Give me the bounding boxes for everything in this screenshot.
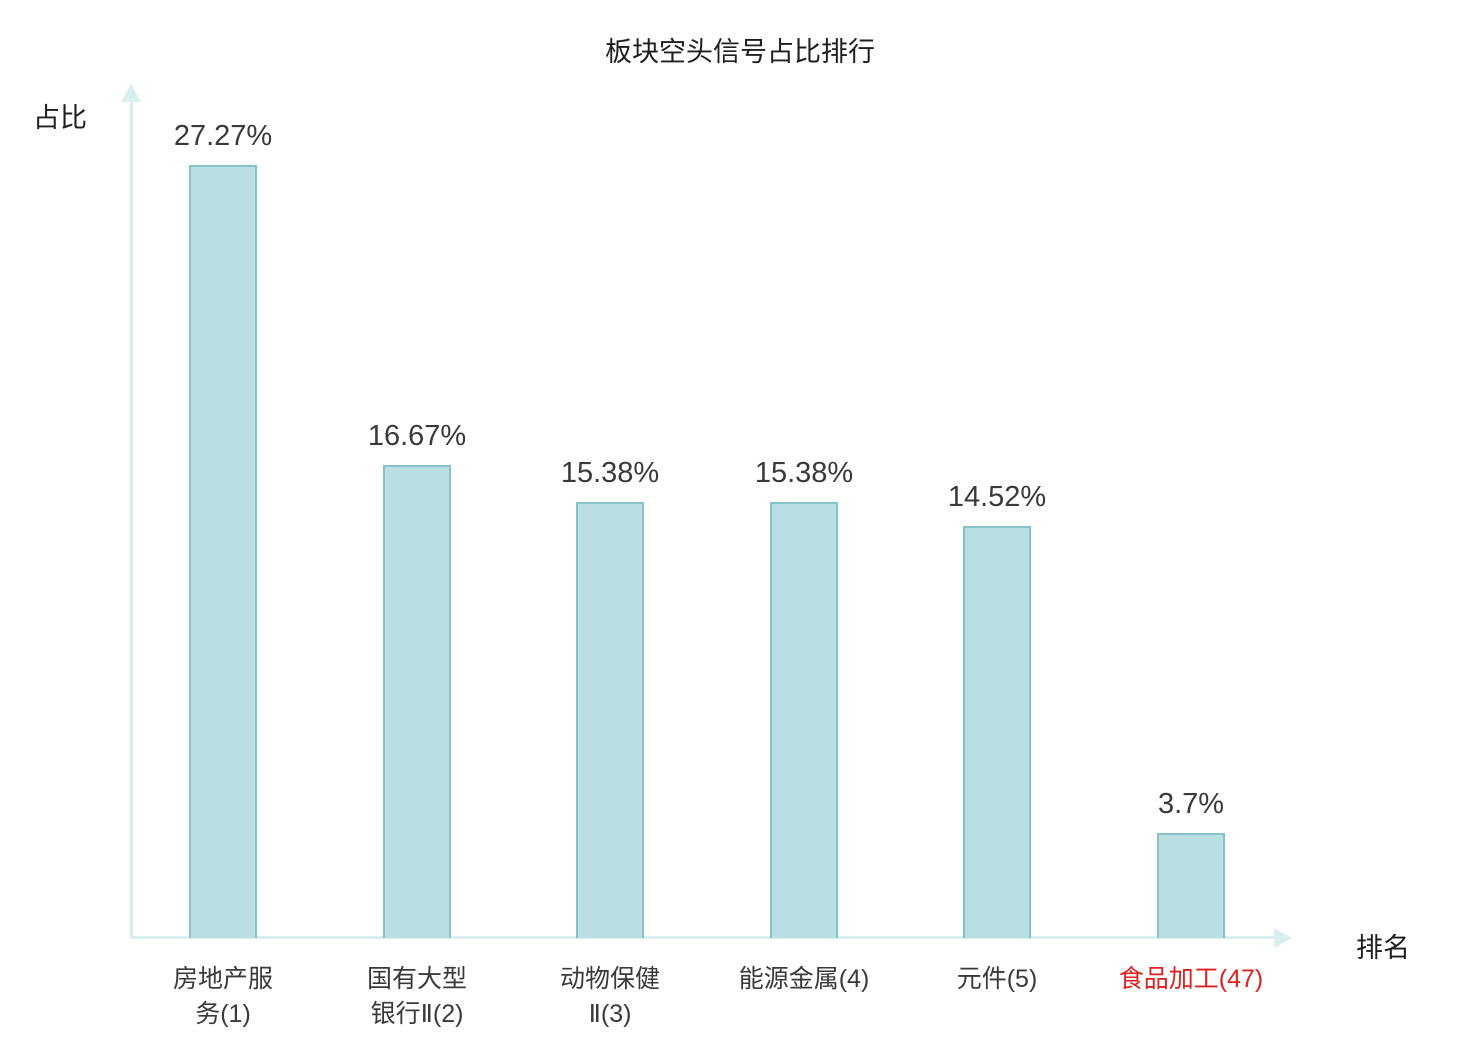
bar-value-label: 14.52%	[947, 481, 1047, 513]
bar-category-label: 国有大型 银行Ⅱ(2)	[366, 965, 468, 1028]
bar	[576, 502, 644, 938]
bar	[1157, 833, 1225, 938]
bar	[770, 502, 838, 938]
y-axis-arrow-icon	[121, 84, 141, 102]
y-axis-line	[130, 100, 133, 938]
bar-value-label: 27.27%	[173, 120, 273, 152]
x-axis-label: 排名	[1356, 933, 1410, 963]
bar-value-label: 16.67%	[367, 420, 467, 452]
bar-value-label: 15.38%	[754, 457, 854, 489]
bar-category-label: 元件(5)	[956, 965, 1038, 993]
chart-title: 板块空头信号占比排行	[605, 37, 875, 67]
y-axis-label: 占比	[33, 103, 87, 133]
bar-category-label: 动物保健 Ⅱ(3)	[559, 965, 661, 1028]
bar	[383, 465, 451, 938]
bar-value-label: 15.38%	[560, 457, 660, 489]
bar	[189, 165, 257, 938]
bar-category-label: 能源金属(4)	[738, 965, 870, 993]
bar	[963, 526, 1031, 938]
plot-area: 27.27% 房地产服 务(1) 16.67% 国有大型 银行Ⅱ(2) 15.38% 动物保健…	[130, 88, 1290, 1028]
x-axis-line	[130, 936, 1278, 939]
bar-value-label: 3.7%	[1157, 788, 1225, 820]
bar-category-label: 食品加工(47)	[1118, 965, 1264, 993]
x-axis-arrow-icon	[1274, 928, 1292, 948]
bar-category-label: 房地产服 务(1)	[172, 965, 274, 1028]
